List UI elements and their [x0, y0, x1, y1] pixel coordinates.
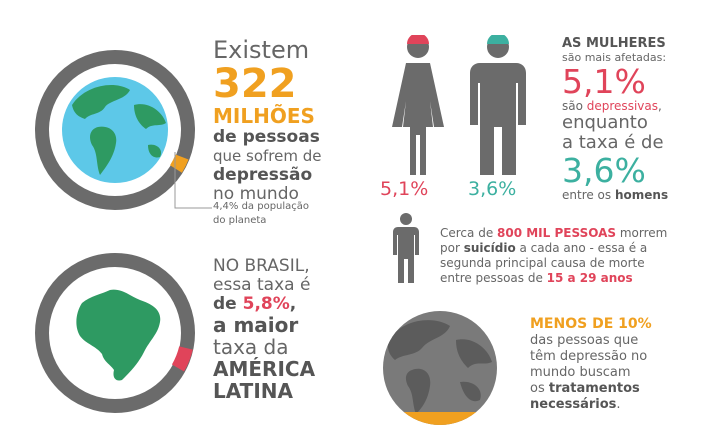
female-rate: 5,1% [562, 62, 646, 101]
sao-label: são [562, 99, 587, 113]
callout-line [174, 152, 212, 209]
gender-stat-text: AS MULHERES são mais afetadas: 5,1% são … [562, 37, 668, 201]
note-line-2: do planeta [213, 215, 267, 226]
depressivas-label: depressivas [586, 99, 658, 113]
menos-de-10-label: MENOS DE 10% [530, 316, 652, 332]
taxa-da-label: taxa da [213, 335, 289, 359]
comma-2: , [657, 99, 662, 113]
suicide-line-4: entre pessoas de 15 a 29 anos [440, 271, 667, 286]
mundo-buscam-label: mundo buscam [530, 365, 631, 380]
suicide-stat-text: Cerca de 800 MIL PESSOAS morrem por suic… [440, 226, 667, 286]
suicide-line-2: por suicídio a cada ano - essa é a [440, 241, 667, 256]
a-cada-ano: a cada ano - essa é a [515, 241, 648, 255]
female-pct-label: 5,1% [380, 178, 429, 200]
a-taxa-label: a taxa é de [562, 132, 664, 153]
treatment-stat-text: MENOS DE 10% das pessoas que têm depress… [530, 317, 652, 411]
brazil-pct: 5,8% [242, 294, 290, 314]
homens-label: homens [614, 188, 669, 202]
tem-depressao-label: têm depressão no [530, 349, 648, 364]
de-5-8-line: de 5,8%, [213, 296, 315, 313]
enquanto-label: enquanto [562, 112, 648, 133]
tratamentos-line: os tratamentos [530, 382, 652, 395]
cerca-de: Cerca de [440, 226, 498, 240]
entre-pessoas: entre pessoas de [440, 271, 547, 285]
suicidio-label: suicídio [463, 241, 516, 255]
brazil-stat-text: NO BRASIL, essa taxa é de 5,8%, a maior … [213, 256, 316, 403]
no-brasil-label: NO BRASIL, [213, 256, 310, 276]
milhoes-label: MILHÕES [213, 104, 315, 128]
existem-label: Existem [213, 36, 310, 64]
latina-label: LATINA [213, 379, 293, 403]
gray-globe-graphic [383, 311, 497, 425]
world-globe-ring-graphic [35, 50, 195, 210]
a-maior-label: a maior [213, 313, 299, 337]
as-mulheres-label: AS MULHERES [562, 36, 666, 51]
male-rate: 3,6% [562, 151, 646, 190]
que-sofrem-label: que sofrem de [213, 147, 322, 165]
essa-taxa-label: essa taxa é [213, 275, 311, 295]
america-label: AMÉRICA [213, 357, 316, 381]
de-pessoas-label: de pessoas [213, 127, 320, 147]
suicide-line-1: Cerca de 800 MIL PESSOAS morrem [440, 226, 667, 241]
entre-os-label: entre os [562, 188, 615, 202]
necessarios-line: necessários. [530, 398, 652, 411]
world-stat-text: Existem 322 MILHÕES de pessoas que sofre… [213, 38, 322, 203]
322-number: 322 [213, 61, 297, 107]
suicide-line-3: segunda principal causa de morte [440, 256, 645, 270]
homens-line: entre os homens [562, 189, 668, 201]
period: . [616, 397, 621, 412]
male-pct-label: 3,6% [468, 178, 517, 200]
morrem: morrem [616, 226, 668, 240]
por: por [440, 241, 464, 255]
male-figure-icon [470, 35, 526, 175]
note-line-1: 4,4% da população [213, 201, 310, 212]
os-label: os [530, 381, 549, 396]
population-note: 4,4% da população do planeta [213, 200, 309, 228]
comma: , [289, 294, 297, 314]
age-range-label: 15 a 29 anos [546, 271, 633, 285]
necessarios-label: necessários [530, 397, 617, 412]
depressivas-line: são depressivas, [562, 100, 668, 112]
mais-afetadas-label: são mais afetadas: [562, 51, 667, 64]
brazil-map-ring-graphic [35, 253, 195, 413]
depressao-label: depressão [213, 165, 313, 185]
female-figure-icon [392, 35, 444, 175]
person-icon [393, 213, 419, 283]
de-label: de [213, 294, 243, 314]
800-mil-label: 800 MIL PESSOAS [497, 226, 617, 240]
no-mundo-label: no mundo [213, 184, 299, 204]
das-pessoas-label: das pessoas que [530, 333, 639, 348]
tratamentos-label: tratamentos [548, 381, 640, 396]
